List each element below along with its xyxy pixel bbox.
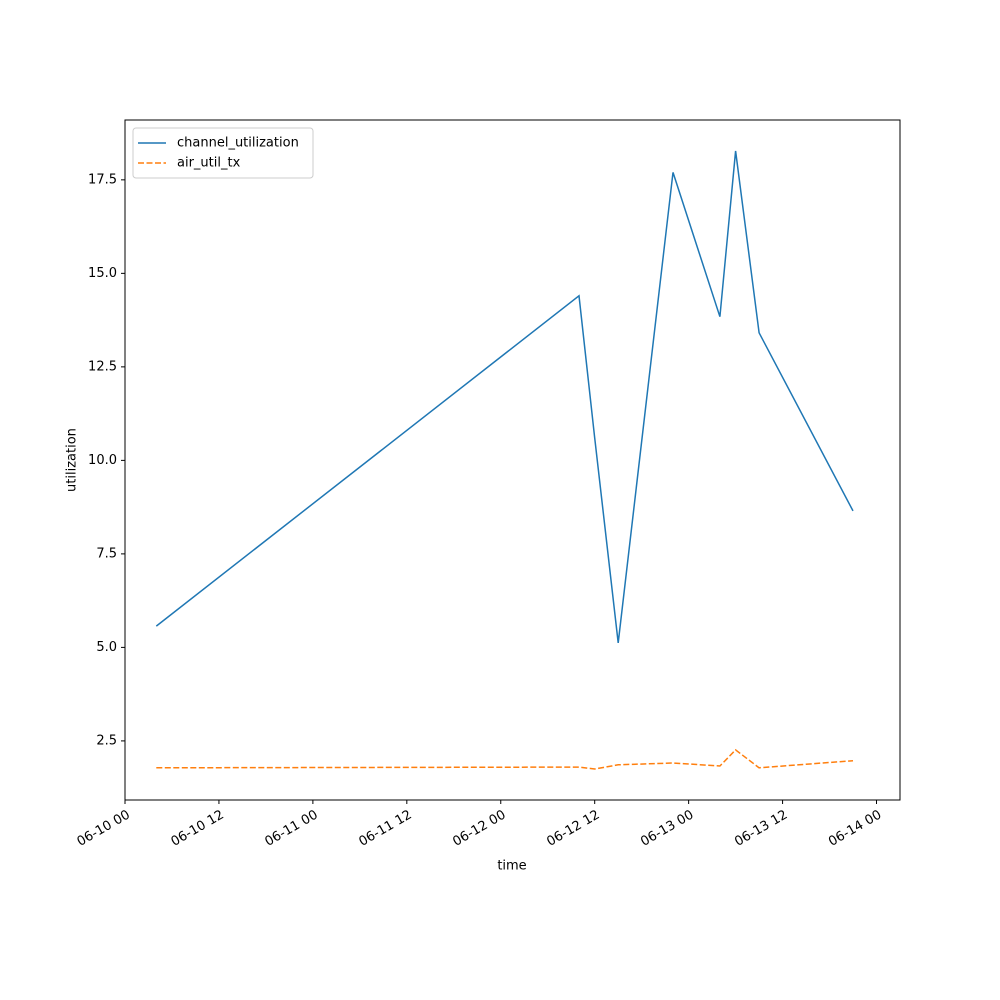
legend: channel_utilization air_util_tx [132, 127, 314, 179]
y-tick-label: 10.0 [88, 453, 117, 468]
x-tick-label: 06-13 12 [732, 808, 790, 850]
y-tick-label: 15.0 [88, 266, 117, 281]
y-tick-label: 12.5 [88, 359, 117, 374]
x-tick-label: 06-11 00 [263, 808, 321, 850]
legend-label: air_util_tx [177, 156, 241, 171]
legend-box [132, 127, 314, 179]
x-tick-label: 06-10 00 [75, 808, 133, 850]
x-tick-label: 06-10 12 [169, 808, 227, 850]
y-tick-label: 17.5 [88, 172, 117, 187]
y-tick-label: 5.0 [96, 640, 117, 655]
y-tick-label: 2.5 [96, 733, 117, 748]
legend-label: channel_utilization [177, 136, 299, 151]
x-tick-label: 06-11 12 [356, 808, 414, 850]
x-tick-label: 06-13 00 [638, 808, 696, 850]
x-axis-label: time [497, 859, 526, 874]
y-axis-label: utilization [65, 428, 80, 492]
plot-frame [124, 119, 901, 801]
x-tick-label: 06-12 12 [544, 808, 602, 850]
series-line [155, 150, 854, 643]
series-line [156, 748, 854, 770]
x-tick-label: 06-12 00 [450, 808, 508, 850]
x-tick-label: 06-14 00 [826, 808, 884, 850]
y-tick-label: 7.5 [96, 546, 117, 561]
